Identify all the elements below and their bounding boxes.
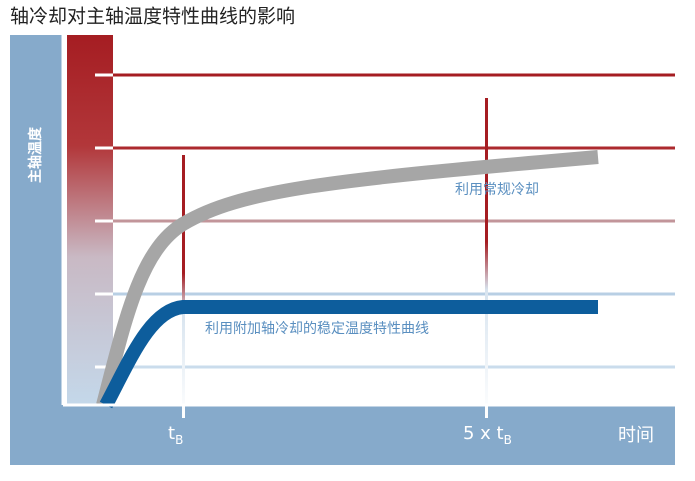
title: 轴冷却对主轴温度特性曲线的影响 bbox=[10, 6, 295, 28]
x-axis-label: 时间 bbox=[618, 425, 654, 446]
x-tick-label: 5 x tB bbox=[463, 423, 512, 447]
time-marker bbox=[182, 155, 185, 418]
curve-extra bbox=[99, 300, 598, 409]
curve-label: 利用常规冷却 bbox=[455, 182, 539, 198]
curve-normal bbox=[96, 150, 599, 407]
time-marker bbox=[485, 98, 488, 418]
levels bbox=[113, 73, 675, 369]
curve-label: 利用附加轴冷却的稳定温度特性曲线 bbox=[205, 321, 429, 337]
x-tick-label: tB bbox=[168, 423, 183, 447]
y-axis-label: 主轴温度 bbox=[27, 126, 44, 183]
